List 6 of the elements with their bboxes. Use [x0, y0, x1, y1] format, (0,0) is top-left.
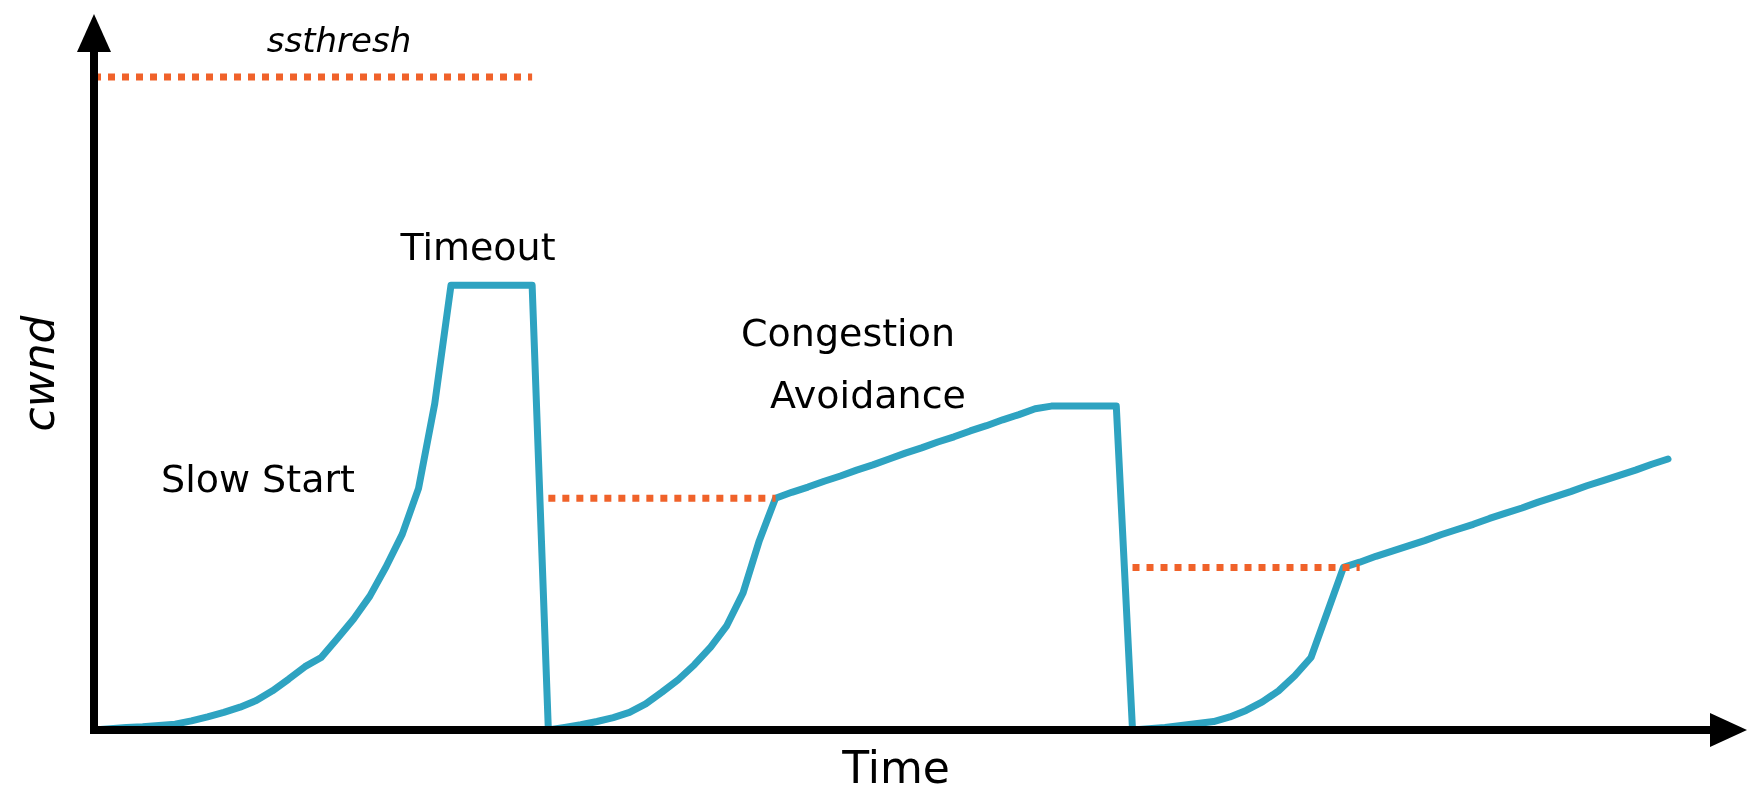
annotation: Congestion Avoidance: [741, 311, 966, 417]
series-label: ssthresh: [266, 20, 412, 60]
annotation: Timeout: [399, 225, 556, 269]
x-axis-title: Time: [841, 742, 950, 793]
y-axis-title: cwnd: [13, 314, 64, 432]
annotation: Slow Start: [161, 457, 355, 501]
